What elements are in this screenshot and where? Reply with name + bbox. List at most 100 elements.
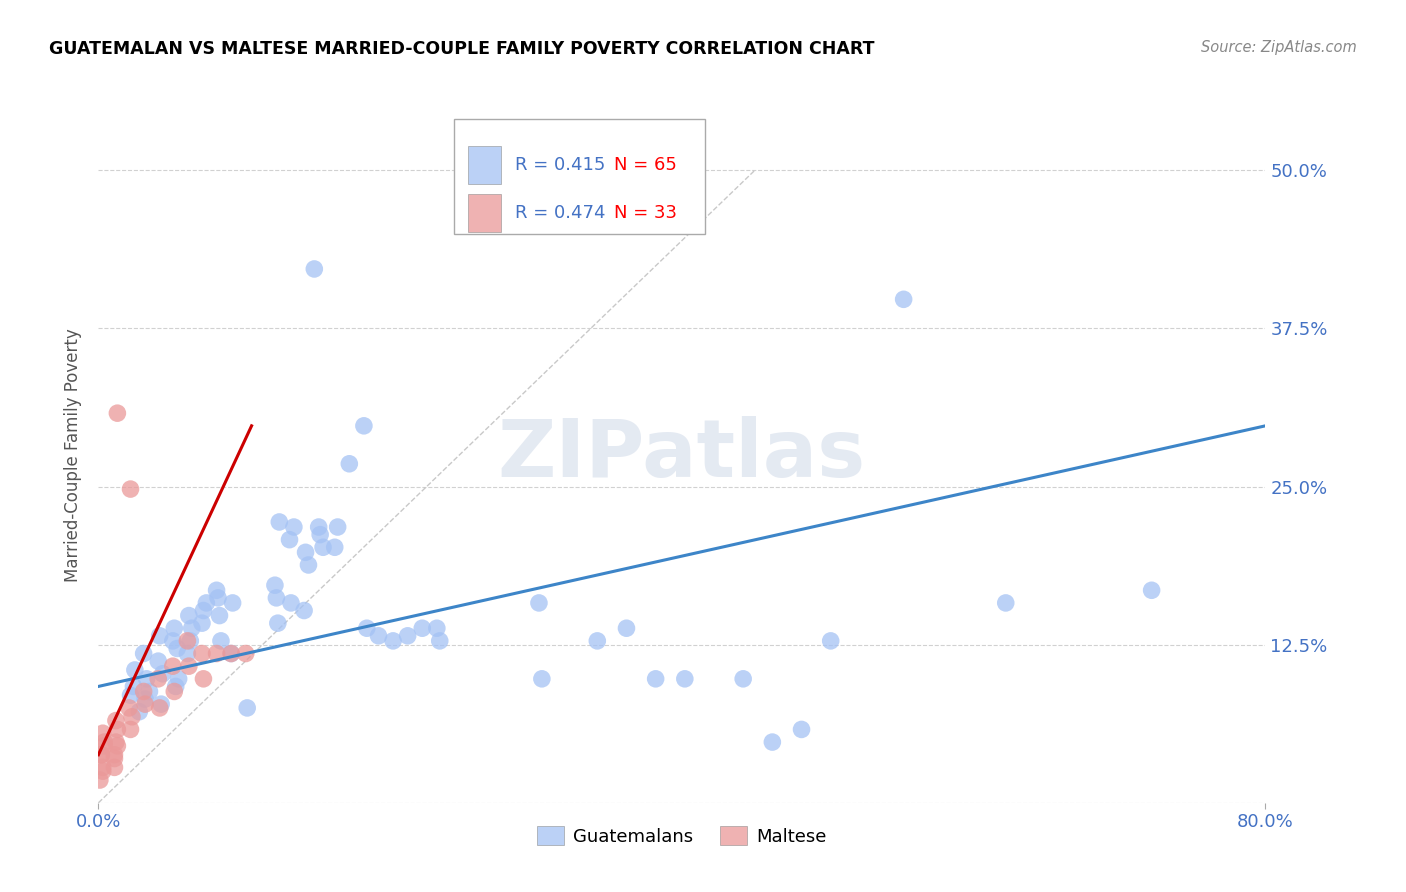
- Point: [297, 558, 319, 572]
- Point: [103, 751, 125, 765]
- Point: [165, 680, 187, 694]
- Point: [304, 262, 326, 277]
- Point: [105, 739, 128, 753]
- Point: [162, 659, 184, 673]
- Point: [353, 418, 375, 433]
- Point: [208, 608, 231, 623]
- Point: [382, 633, 405, 648]
- Point: [191, 616, 214, 631]
- Point: [294, 545, 316, 559]
- Point: [177, 608, 200, 623]
- Point: [356, 621, 378, 635]
- Point: [367, 629, 389, 643]
- Point: [586, 633, 609, 648]
- Point: [166, 641, 188, 656]
- Point: [429, 633, 451, 648]
- Point: [790, 723, 813, 737]
- Point: [323, 541, 346, 555]
- Point: [152, 666, 174, 681]
- Point: [733, 672, 755, 686]
- Text: R = 0.474: R = 0.474: [515, 204, 606, 222]
- Point: [120, 482, 142, 496]
- Point: [616, 621, 638, 635]
- Point: [105, 723, 128, 737]
- Point: [104, 735, 127, 749]
- Point: [162, 633, 184, 648]
- Point: [91, 760, 114, 774]
- Point: [205, 583, 228, 598]
- Point: [267, 616, 290, 631]
- Point: [193, 672, 215, 686]
- Point: [124, 663, 146, 677]
- Point: [103, 760, 125, 774]
- Text: ZIPatlas: ZIPatlas: [498, 416, 866, 494]
- Point: [266, 591, 288, 605]
- Point: [761, 735, 783, 749]
- Point: [1140, 583, 1163, 598]
- Point: [167, 672, 190, 686]
- Point: [163, 621, 186, 635]
- Point: [93, 735, 115, 749]
- Text: N = 33: N = 33: [614, 204, 678, 222]
- Point: [278, 533, 301, 547]
- Point: [411, 621, 433, 635]
- Point: [122, 680, 145, 694]
- Point: [120, 688, 142, 702]
- Point: [134, 692, 156, 706]
- Point: [236, 701, 259, 715]
- Point: [163, 684, 186, 698]
- Point: [195, 596, 218, 610]
- Point: [673, 672, 696, 686]
- Point: [118, 701, 141, 715]
- Point: [283, 520, 305, 534]
- Point: [312, 541, 335, 555]
- Text: N = 65: N = 65: [614, 156, 678, 174]
- Point: [308, 520, 330, 534]
- Point: [309, 527, 332, 541]
- Point: [426, 621, 449, 635]
- Point: [91, 726, 114, 740]
- FancyBboxPatch shape: [468, 194, 501, 232]
- Point: [149, 701, 172, 715]
- Point: [820, 633, 842, 648]
- Point: [177, 659, 200, 673]
- Point: [207, 591, 229, 605]
- Point: [93, 739, 115, 753]
- Point: [219, 647, 242, 661]
- Point: [91, 764, 114, 779]
- Y-axis label: Married-Couple Family Poverty: Married-Couple Family Poverty: [65, 328, 83, 582]
- Point: [205, 647, 228, 661]
- Point: [527, 596, 550, 610]
- Text: GUATEMALAN VS MALTESE MARRIED-COUPLE FAMILY POVERTY CORRELATION CHART: GUATEMALAN VS MALTESE MARRIED-COUPLE FAM…: [49, 40, 875, 58]
- Point: [105, 406, 128, 420]
- Point: [219, 647, 242, 661]
- FancyBboxPatch shape: [454, 119, 706, 234]
- Point: [104, 714, 127, 728]
- Point: [135, 672, 157, 686]
- Point: [150, 697, 173, 711]
- Point: [280, 596, 302, 610]
- Text: R = 0.415: R = 0.415: [515, 156, 606, 174]
- Text: Source: ZipAtlas.com: Source: ZipAtlas.com: [1201, 40, 1357, 55]
- Point: [180, 621, 202, 635]
- Point: [337, 457, 360, 471]
- Point: [138, 684, 160, 698]
- Point: [235, 647, 257, 661]
- Point: [148, 654, 170, 668]
- Point: [893, 293, 915, 307]
- Point: [134, 697, 156, 711]
- Point: [132, 684, 155, 698]
- Point: [89, 772, 111, 787]
- Point: [128, 705, 150, 719]
- Point: [121, 710, 143, 724]
- Point: [120, 723, 142, 737]
- Point: [292, 603, 315, 617]
- Point: [149, 629, 172, 643]
- Point: [176, 633, 198, 648]
- Point: [221, 596, 243, 610]
- FancyBboxPatch shape: [468, 145, 501, 184]
- Point: [396, 629, 419, 643]
- Point: [994, 596, 1017, 610]
- Point: [193, 603, 215, 617]
- Point: [644, 672, 666, 686]
